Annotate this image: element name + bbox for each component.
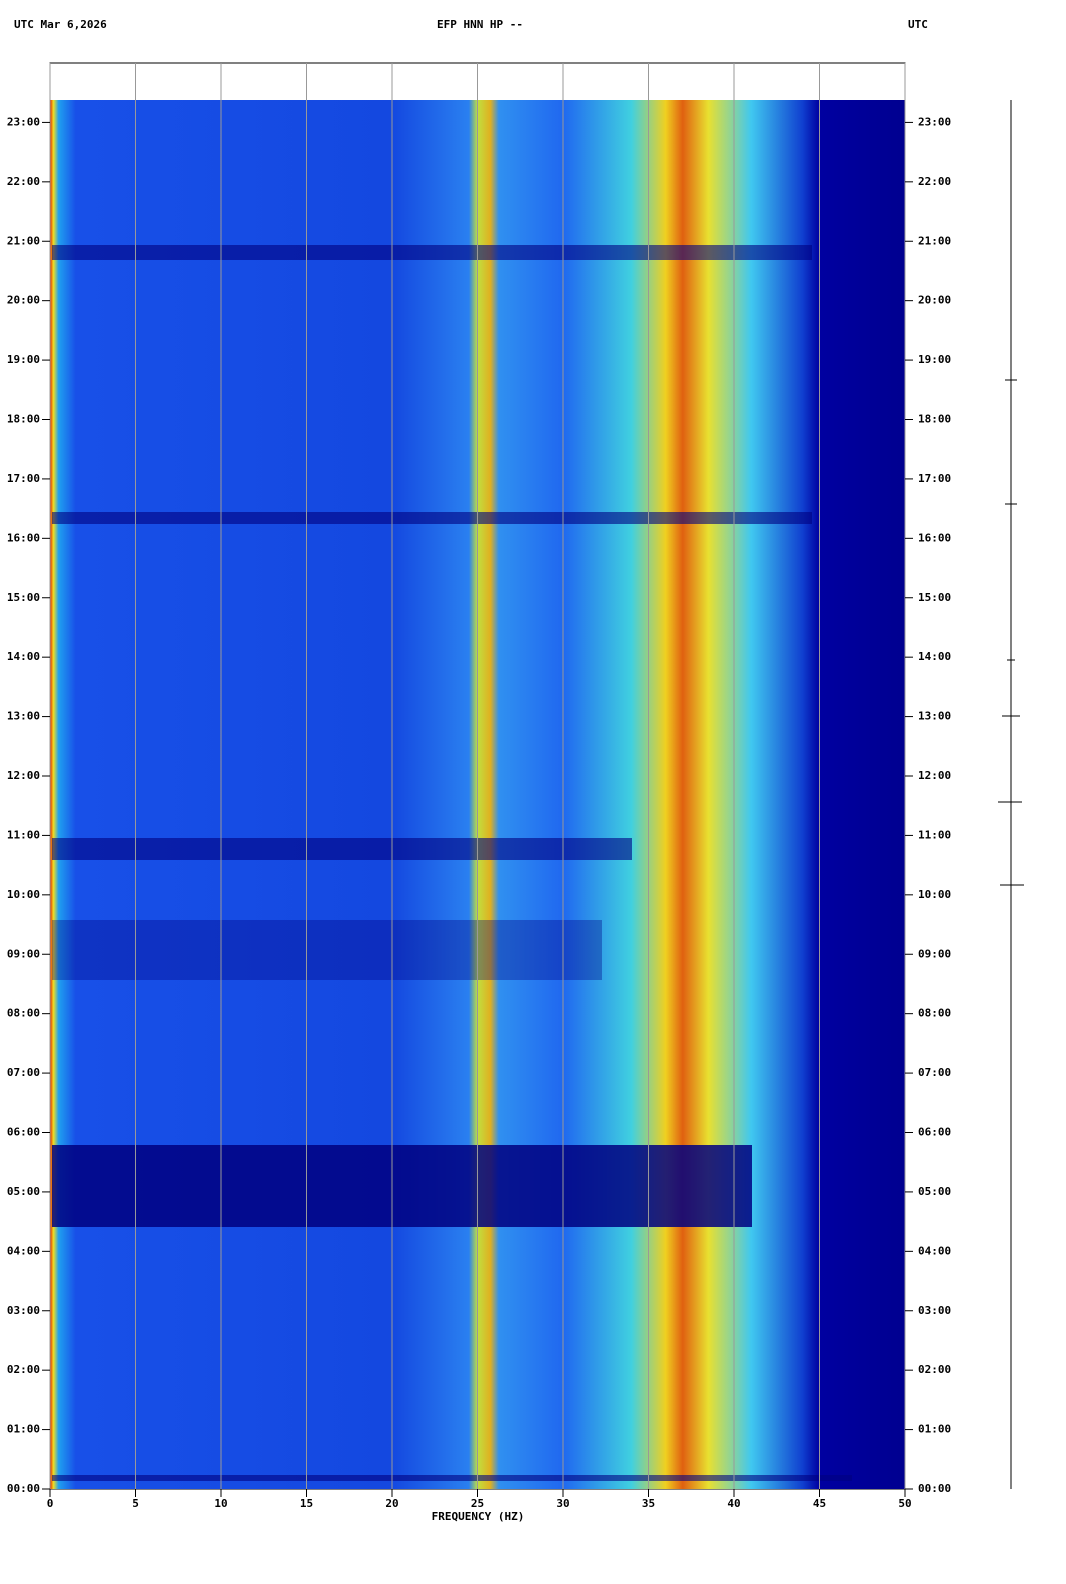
y-tick-label: 16:00: [918, 531, 951, 544]
x-tick-label: 5: [132, 1497, 139, 1510]
x-tick-label: 25: [471, 1497, 484, 1510]
y-tick-label: 23:00: [7, 115, 40, 128]
y-tick-label: 13:00: [7, 710, 40, 723]
date-label: UTC Mar 6,2026: [14, 18, 107, 31]
y-tick-label: 21:00: [918, 234, 951, 247]
x-tick-label: 50: [898, 1497, 911, 1510]
x-tick-label: 35: [642, 1497, 655, 1510]
y-tick-label: 13:00: [918, 710, 951, 723]
y-tick-label: 15:00: [918, 591, 951, 604]
y-tick-label: 00:00: [918, 1482, 951, 1495]
y-tick-label: 11:00: [7, 828, 40, 841]
y-tick-label: 23:00: [918, 115, 951, 128]
y-tick-label: 02:00: [7, 1363, 40, 1376]
chart-title: EFP HNN HP --: [437, 18, 523, 31]
y-tick-label: 09:00: [7, 947, 40, 960]
y-tick-label: 08:00: [918, 1007, 951, 1020]
y-tick-label: 07:00: [918, 1066, 951, 1079]
y-tick-label: 20:00: [918, 294, 951, 307]
x-tick-label: 0: [47, 1497, 54, 1510]
x-tick-label: 15: [300, 1497, 313, 1510]
x-axis-label: FREQUENCY (HZ): [432, 1510, 525, 1523]
y-tick-label: 01:00: [918, 1423, 951, 1436]
y-tick-label: 22:00: [918, 175, 951, 188]
y-tick-label: 03:00: [7, 1304, 40, 1317]
y-tick-label: 14:00: [918, 650, 951, 663]
y-tick-label: 14:00: [7, 650, 40, 663]
y-tick-label: 09:00: [918, 947, 951, 960]
y-tick-label: 06:00: [7, 1126, 40, 1139]
y-tick-label: 12:00: [7, 769, 40, 782]
y-tick-label: 01:00: [7, 1423, 40, 1436]
y-tick-label: 03:00: [918, 1304, 951, 1317]
y-tick-label: 17:00: [918, 472, 951, 485]
x-tick-label: 20: [385, 1497, 398, 1510]
right-label: UTC: [908, 18, 928, 31]
y-tick-label: 18:00: [7, 413, 40, 426]
y-tick-label: 12:00: [918, 769, 951, 782]
y-tick-label: 15:00: [7, 591, 40, 604]
y-tick-label: 19:00: [7, 353, 40, 366]
y-tick-label: 05:00: [7, 1185, 40, 1198]
y-tick-label: 06:00: [918, 1126, 951, 1139]
y-tick-label: 21:00: [7, 234, 40, 247]
y-tick-label: 00:00: [7, 1482, 40, 1495]
y-tick-label: 02:00: [918, 1363, 951, 1376]
y-tick-label: 10:00: [7, 888, 40, 901]
x-tick-label: 30: [556, 1497, 569, 1510]
y-tick-label: 11:00: [918, 828, 951, 841]
y-tick-label: 10:00: [918, 888, 951, 901]
y-tick-label: 16:00: [7, 531, 40, 544]
x-tick-label: 45: [813, 1497, 826, 1510]
y-tick-label: 04:00: [918, 1244, 951, 1257]
x-tick-label: 40: [727, 1497, 740, 1510]
side-trace: [998, 100, 1024, 1489]
y-tick-label: 04:00: [7, 1244, 40, 1257]
y-tick-label: 19:00: [918, 353, 951, 366]
y-tick-label: 22:00: [7, 175, 40, 188]
quiet-bands: [52, 245, 852, 1481]
y-tick-label: 05:00: [918, 1185, 951, 1198]
y-tick-label: 17:00: [7, 472, 40, 485]
y-tick-label: 07:00: [7, 1066, 40, 1079]
y-tick-label: 18:00: [918, 413, 951, 426]
x-tick-label: 10: [214, 1497, 227, 1510]
y-tick-label: 08:00: [7, 1007, 40, 1020]
y-tick-label: 20:00: [7, 294, 40, 307]
